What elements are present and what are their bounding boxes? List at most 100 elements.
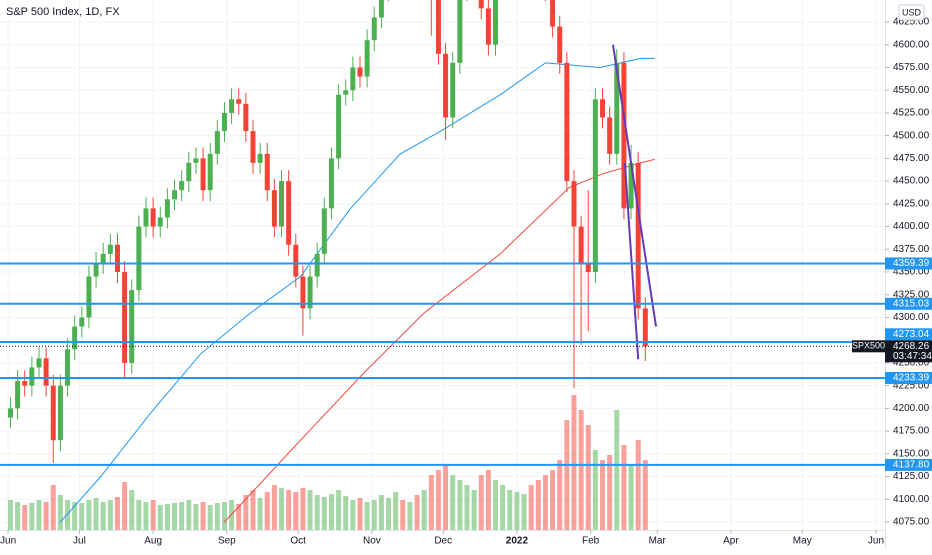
volume-bar (571, 395, 577, 530)
y-tick-label: 4300.00 (893, 312, 930, 323)
volume-bar (243, 495, 249, 530)
volume-bar (450, 475, 456, 530)
x-tick-label: Jun (868, 536, 884, 547)
x-tick-label: Nov (363, 536, 381, 547)
horizontal-line-label-box (885, 372, 932, 385)
volume-bar (172, 503, 178, 530)
volume-bar (57, 495, 63, 530)
candle-body (478, 0, 484, 9)
volume-layer (7, 395, 648, 530)
trend-line (623, 162, 640, 360)
volume-bar (7, 500, 13, 530)
y-tick-label: 4500.00 (893, 130, 930, 141)
y-tick-label: 4250.00 (893, 358, 930, 369)
volume-bar (578, 410, 584, 530)
candle-body (221, 112, 227, 132)
x-tick-label: Aug (144, 536, 162, 547)
volume-bar (22, 505, 28, 530)
volume-bar (414, 495, 420, 530)
volume-bar (157, 505, 163, 530)
volume-bar (122, 482, 128, 530)
currency-box[interactable] (898, 4, 925, 21)
candle-body (157, 217, 163, 227)
volume-bar (614, 410, 620, 530)
candle-body (485, 8, 491, 45)
volume-bar (343, 496, 349, 530)
candle-body (36, 358, 42, 368)
candle-body (614, 62, 620, 154)
moving-average (224, 158, 655, 523)
volume-bar (43, 502, 49, 530)
x-tick-label: Feb (582, 536, 600, 547)
horizontal-line-label: 4315.03 (893, 298, 930, 309)
volume-bar (307, 490, 313, 530)
y-tick-label: 4125.00 (893, 471, 930, 482)
axes-layer: 4075.00 4100.00 4125.00 4150.00 4175.00 4200.… (0, 17, 930, 547)
last-price-box (885, 340, 932, 363)
x-tick-label: Jun (0, 536, 16, 547)
candle-body (443, 53, 449, 118)
candle-body (72, 326, 78, 350)
candle-body (450, 62, 456, 118)
y-tick-label: 4075.00 (893, 517, 930, 528)
candle-body (250, 131, 256, 163)
volume-bar (328, 494, 334, 530)
volume-bar (600, 460, 606, 530)
volume-bar (300, 488, 306, 530)
y-tick-label: 4525.00 (893, 108, 930, 119)
candle-body (286, 181, 292, 245)
volume-bar (193, 504, 199, 530)
y-tick-label: 4475.00 (893, 153, 930, 164)
candle-body (257, 153, 263, 163)
countdown-label: 03:47:34 (893, 351, 932, 362)
candle-body (635, 162, 641, 309)
currency-label[interactable]: USD (902, 7, 922, 17)
chart-title: S&P 500 Index, 1D, FX (6, 6, 120, 18)
candle-body (122, 272, 128, 363)
volume-bar (136, 500, 142, 530)
candle-body (293, 244, 299, 277)
volume-bar (371, 500, 377, 530)
candle-body (378, 0, 384, 18)
candle-body (600, 99, 606, 118)
candle-body (493, 0, 499, 45)
y-tick-label: 4350.00 (893, 267, 930, 278)
candle-body (93, 262, 99, 277)
horizontal-line-label-box (885, 297, 932, 310)
volume-bar (93, 498, 99, 530)
volume-bar (350, 500, 356, 530)
volume-bar (279, 488, 285, 530)
candle-body (22, 381, 28, 386)
candle-body (642, 308, 648, 347)
candle-body (321, 208, 327, 254)
volume-bar (535, 480, 541, 530)
volume-bar (435, 470, 441, 530)
volume-bar (129, 490, 135, 530)
x-tick-label: Apr (723, 536, 739, 547)
y-tick-label: 4600.00 (893, 39, 930, 50)
symbol-box (852, 340, 885, 353)
candle-body (607, 117, 613, 154)
candle-body (107, 244, 113, 254)
candle-body (229, 99, 235, 113)
volume-bar (264, 492, 270, 530)
volume-bar (592, 450, 598, 530)
symbol-label: SPX500 (852, 341, 885, 351)
horizontal-line-label: 4137.80 (893, 460, 930, 471)
volume-bar (464, 485, 470, 530)
moving-average (60, 57, 655, 523)
moving-average-layer (60, 57, 655, 523)
volume-bar (528, 485, 534, 530)
volume-bar (29, 503, 35, 530)
volume-bar (143, 502, 149, 530)
y-tick-label: 4200.00 (893, 403, 930, 414)
candle-body (207, 153, 213, 191)
volume-bar (314, 495, 320, 530)
horizontal-line-label-box (885, 328, 932, 341)
volume-bar (607, 455, 613, 530)
candle-body (15, 381, 21, 409)
volume-bar (557, 460, 563, 530)
candle-body (193, 158, 199, 163)
volume-bar (621, 445, 627, 530)
